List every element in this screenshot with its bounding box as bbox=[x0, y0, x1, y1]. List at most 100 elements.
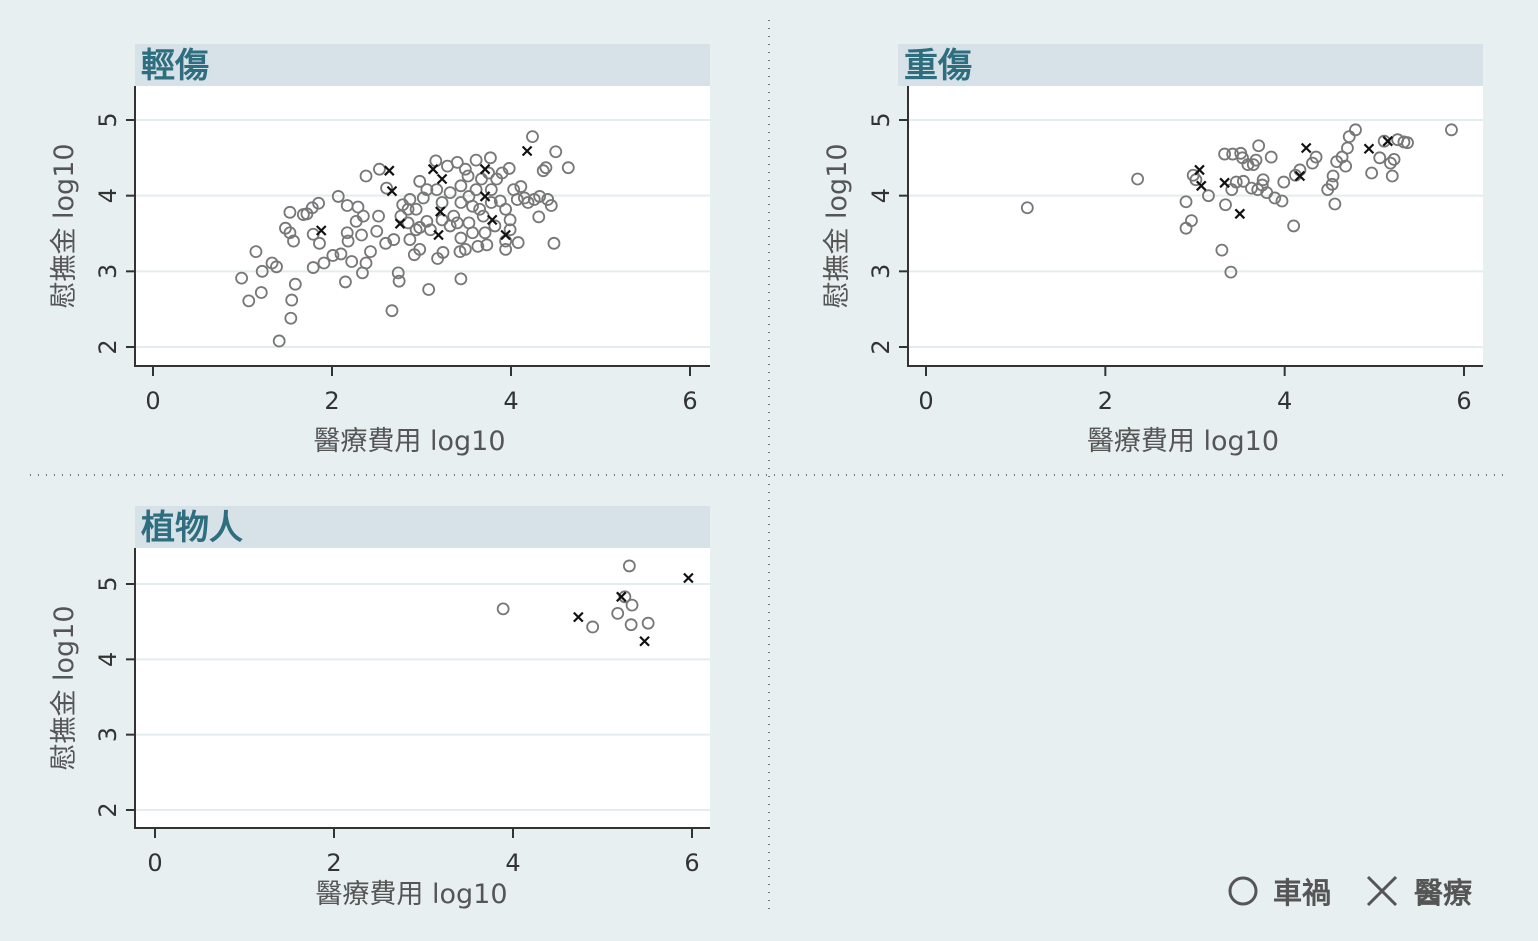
x-point bbox=[479, 163, 491, 175]
x-point bbox=[436, 173, 448, 185]
panel-2: 植物人 2 3 4 5 0 2 4 6 慰撫金 log10 醫療費用 log10 bbox=[49, 506, 710, 910]
circle-point bbox=[1268, 191, 1282, 205]
y-tick-label: 5 bbox=[867, 112, 895, 127]
circle-point bbox=[334, 247, 348, 261]
circle-point bbox=[345, 255, 359, 268]
circle-point bbox=[401, 202, 415, 216]
circle-point bbox=[458, 242, 472, 256]
circle-point bbox=[1225, 183, 1239, 197]
y-tick-label: 4 bbox=[94, 188, 122, 203]
circle-point bbox=[469, 183, 483, 197]
y-axis-title: 慰撫金 log10 bbox=[49, 605, 80, 770]
x-point bbox=[1196, 180, 1207, 192]
circle-point bbox=[430, 183, 444, 197]
circle-point bbox=[1309, 150, 1323, 164]
series-car-accident bbox=[1020, 123, 1458, 279]
y-tick-label: 5 bbox=[94, 576, 122, 591]
circle-point bbox=[413, 221, 427, 234]
circle-point bbox=[547, 236, 561, 250]
circle-point bbox=[272, 334, 286, 348]
circle-point bbox=[1131, 172, 1145, 186]
circle-point bbox=[306, 261, 320, 274]
x-axis-title: 醫療費用 log10 bbox=[315, 879, 507, 910]
x-point bbox=[427, 163, 439, 175]
circle-point bbox=[618, 590, 632, 604]
legend-circle-marker bbox=[1228, 876, 1258, 906]
x-point bbox=[384, 165, 395, 176]
x-point bbox=[386, 185, 398, 197]
circle-point bbox=[413, 174, 427, 188]
y-tick-label: 3 bbox=[94, 264, 122, 279]
circle-point bbox=[521, 196, 535, 209]
x-tick-label: 6 bbox=[682, 387, 697, 415]
circle-point bbox=[422, 283, 436, 296]
circle-point bbox=[326, 249, 340, 262]
circle-point bbox=[1326, 169, 1340, 183]
series-car-accident bbox=[496, 559, 655, 634]
circle-point bbox=[622, 559, 636, 573]
circle-point bbox=[561, 161, 575, 175]
x-point bbox=[1219, 177, 1230, 189]
circle-point bbox=[488, 219, 502, 233]
x-point bbox=[1300, 142, 1312, 154]
circle-point bbox=[283, 226, 297, 240]
circle-point bbox=[287, 234, 300, 248]
x-axis-title: 醫療費用 log10 bbox=[313, 426, 505, 457]
circle-point bbox=[611, 606, 625, 620]
circle-point bbox=[364, 245, 377, 259]
circle-point bbox=[349, 214, 363, 228]
circle-point bbox=[496, 602, 510, 616]
x-point bbox=[1234, 208, 1246, 220]
circle-point bbox=[1252, 139, 1266, 153]
circle-point bbox=[484, 183, 498, 197]
legend-x-marker bbox=[1366, 875, 1398, 907]
circle-point bbox=[435, 196, 449, 209]
circle-point bbox=[409, 202, 423, 216]
circle-point bbox=[1373, 151, 1387, 165]
circle-point bbox=[503, 213, 517, 227]
circle-point bbox=[484, 151, 497, 165]
x-tick-label: 6 bbox=[684, 849, 699, 877]
circle-point bbox=[1202, 189, 1215, 203]
circle-point bbox=[1256, 173, 1270, 187]
circle-point bbox=[1277, 175, 1291, 189]
y-tick-label: 2 bbox=[94, 339, 122, 354]
circle-point bbox=[471, 239, 485, 253]
x-point bbox=[1363, 143, 1375, 155]
circle-point bbox=[549, 145, 563, 159]
y-axis-title: 慰撫金 log10 bbox=[822, 143, 853, 308]
x-point bbox=[394, 218, 406, 229]
circle-point bbox=[373, 162, 386, 176]
x-tick-label: 4 bbox=[1277, 387, 1292, 415]
circle-point bbox=[1287, 219, 1301, 233]
x-tick-label: 4 bbox=[503, 387, 518, 415]
circle-point bbox=[458, 162, 472, 176]
x-point bbox=[435, 206, 446, 217]
x-tick-label: 0 bbox=[145, 387, 160, 415]
x-tick-label: 2 bbox=[324, 387, 339, 415]
x-point bbox=[683, 572, 694, 584]
x-point bbox=[521, 145, 533, 157]
circle-point bbox=[387, 233, 401, 246]
circle-point bbox=[466, 226, 479, 240]
x-point bbox=[479, 191, 491, 202]
circle-point bbox=[436, 246, 450, 259]
circle-point bbox=[1224, 265, 1238, 279]
circle-point bbox=[1264, 150, 1278, 164]
circle-point bbox=[1246, 158, 1260, 172]
circle-point bbox=[484, 196, 498, 209]
x-tick-label: 2 bbox=[1098, 387, 1113, 415]
y-tick-label: 5 bbox=[94, 112, 122, 127]
panel-title: 重傷 bbox=[904, 46, 972, 86]
circle-point bbox=[1401, 136, 1414, 150]
x-point bbox=[616, 591, 627, 603]
circle-point bbox=[1349, 123, 1362, 137]
circle-point bbox=[372, 209, 385, 223]
circle-point bbox=[443, 219, 457, 233]
circle-point bbox=[499, 202, 513, 216]
circle-point bbox=[1219, 198, 1232, 212]
x-tick-label: 2 bbox=[326, 849, 341, 877]
panel-title: 輕傷 bbox=[141, 46, 209, 86]
panel-title: 植物人 bbox=[141, 508, 243, 548]
panel-title-bar bbox=[135, 506, 710, 548]
